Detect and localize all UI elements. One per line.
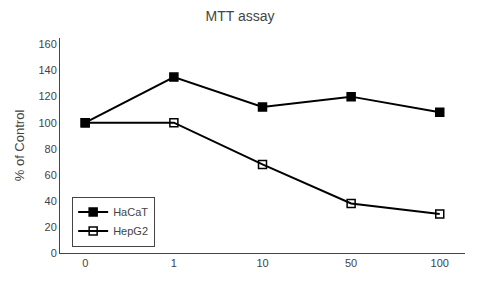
svg-text:% of Control: % of Control <box>12 110 27 182</box>
svg-text:60: 60 <box>45 169 57 181</box>
svg-text:50: 50 <box>345 257 357 269</box>
svg-text:0: 0 <box>82 257 88 269</box>
svg-text:80: 80 <box>45 143 57 155</box>
svg-text:120: 120 <box>38 90 56 102</box>
svg-text:MTT assay: MTT assay <box>206 8 275 24</box>
svg-text:1: 1 <box>171 257 177 269</box>
svg-text:140: 140 <box>38 64 56 76</box>
svg-text:HaCaT: HaCaT <box>113 206 148 218</box>
svg-text:10: 10 <box>256 257 268 269</box>
svg-text:40: 40 <box>45 195 57 207</box>
svg-text:20: 20 <box>45 221 57 233</box>
svg-text:100: 100 <box>38 117 56 129</box>
svg-text:100: 100 <box>431 257 449 269</box>
svg-text:0: 0 <box>51 247 57 259</box>
svg-text:160: 160 <box>38 38 56 50</box>
svg-text:HepG2: HepG2 <box>113 225 148 237</box>
